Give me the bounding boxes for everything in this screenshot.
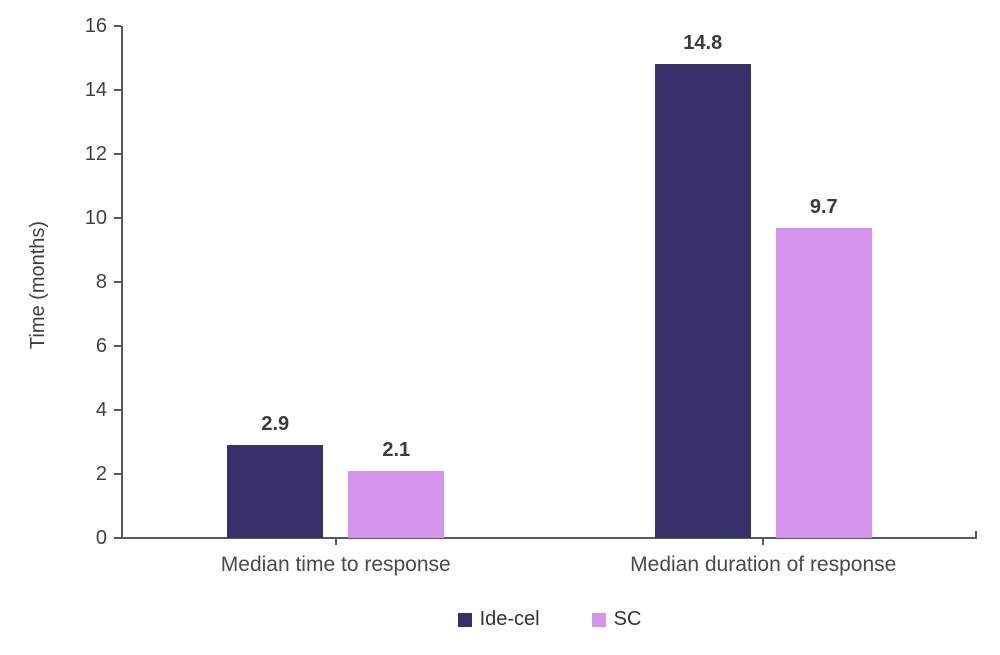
y-tick-label: 14: [84, 79, 107, 101]
x-category-label: Median duration of response: [630, 553, 897, 576]
legend-item-ide-cel: Ide-cel: [457, 608, 540, 631]
y-tick: [114, 25, 121, 27]
y-tick: [114, 345, 121, 347]
x-tick: [762, 538, 765, 545]
bar-value-label: 14.8: [683, 32, 723, 55]
y-tick-label: 10: [84, 207, 107, 229]
bar-ide-cel: [654, 64, 751, 538]
legend-item-sc: SC: [591, 608, 642, 631]
bar-value-label: 9.7: [809, 195, 838, 218]
y-tick-label: 4: [95, 399, 107, 421]
y-tick: [114, 473, 121, 475]
x-category-label: Median time to response: [220, 553, 451, 576]
y-axis-line: [121, 26, 123, 539]
y-tick-label: 8: [95, 271, 107, 293]
y-tick: [114, 89, 121, 91]
legend: Ide-cel SC: [122, 608, 977, 631]
y-tick-label: 16: [84, 15, 107, 37]
y-tick-label: 0: [95, 527, 107, 549]
sc-swatch-icon: [591, 612, 606, 627]
legend-label-ide-cel: Ide-cel: [479, 608, 540, 630]
x-axis-line: [121, 537, 977, 539]
bar-sc: [775, 227, 872, 538]
x-tick: [334, 538, 337, 545]
legend-label-sc: SC: [613, 608, 642, 630]
bar-value-label: 2.9: [261, 413, 290, 436]
y-tick: [114, 537, 121, 539]
ide-cel-swatch-icon: [457, 612, 472, 627]
y-tick-label: 12: [84, 143, 107, 165]
y-tick-label: 2: [95, 463, 107, 485]
x-axis-end-tick: [975, 531, 977, 538]
bar-ide-cel: [227, 445, 324, 538]
bar-value-label: 2.1: [382, 438, 411, 461]
y-tick: [114, 409, 121, 411]
y-tick: [114, 281, 121, 283]
y-tick-label: 6: [95, 335, 107, 357]
y-tick: [114, 217, 121, 219]
y-tick: [114, 153, 121, 155]
bar-sc: [348, 470, 445, 538]
